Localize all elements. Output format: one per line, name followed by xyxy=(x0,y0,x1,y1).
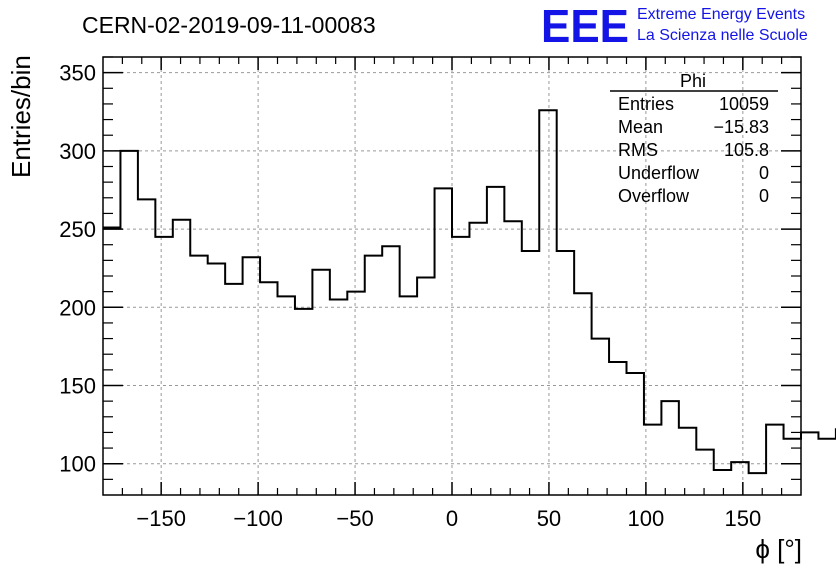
histogram-bin xyxy=(155,237,172,495)
histogram-bin xyxy=(330,299,347,495)
axes: −150 −100 −50 0 50 100 150 100 150 200 250 300 350 xyxy=(59,56,802,531)
histogram-bin xyxy=(435,188,452,495)
histogram-bin xyxy=(173,220,190,495)
stats-rows: Entries 10059 Mean −15.83 RMS 105.8 Underflow 0… xyxy=(618,94,769,206)
histogram-bin xyxy=(312,270,329,495)
y-tick-label: 200 xyxy=(59,295,96,320)
y-tick-label: 150 xyxy=(59,374,96,399)
y-axis-label: Entries/bin xyxy=(6,55,36,178)
histogram-bin xyxy=(487,187,504,495)
brand-line-1: Extreme Energy Events xyxy=(637,6,805,23)
histogram-bin xyxy=(208,263,225,495)
histogram-bin xyxy=(400,296,417,495)
stats-value: 0 xyxy=(759,186,769,206)
stats-label: Mean xyxy=(618,117,663,137)
histogram-bin xyxy=(120,151,137,495)
histogram-bin xyxy=(627,373,644,495)
x-tick-label: 100 xyxy=(628,506,665,531)
eee-logo-text: EEE xyxy=(541,0,629,52)
stats-label: Underflow xyxy=(618,163,700,183)
histogram-bin xyxy=(784,439,801,495)
histogram-bin xyxy=(557,251,574,495)
x-tick-label: 50 xyxy=(537,506,561,531)
histogram-bin xyxy=(661,401,678,495)
histogram-bin xyxy=(138,199,155,495)
histogram-bin xyxy=(190,256,207,495)
stats-value: 10059 xyxy=(719,94,769,114)
histogram-bin xyxy=(592,339,609,495)
histogram-bin xyxy=(609,362,626,495)
histogram-bin xyxy=(417,278,434,495)
histogram-bin xyxy=(574,293,591,495)
histogram-bin xyxy=(731,462,748,495)
histogram-bin xyxy=(504,221,521,495)
histogram-bin xyxy=(243,257,260,495)
stats-box: Phi Entries 10059 Mean −15.83 RMS 105.8 Underf… xyxy=(610,71,778,206)
stats-label: Overflow xyxy=(618,186,690,206)
brand-line-2: La Scienza nelle Scuole xyxy=(637,27,808,44)
histogram-outline xyxy=(103,109,836,475)
stats-value: 105.8 xyxy=(724,140,769,160)
histogram-bin xyxy=(452,237,469,495)
histogram-bin xyxy=(295,309,312,495)
x-tick-label: −100 xyxy=(233,506,283,531)
x-axis-label: ϕ [°] xyxy=(755,534,802,564)
histogram-bin xyxy=(539,110,556,495)
stats-value: −15.83 xyxy=(713,117,769,137)
histogram-series xyxy=(103,109,836,495)
chart-title: CERN-02-2019-09-11-00083 xyxy=(82,12,376,38)
histogram-bin xyxy=(278,296,295,495)
y-tick-label: 100 xyxy=(59,452,96,477)
grid-lines xyxy=(103,57,801,495)
histogram-bin xyxy=(818,439,835,495)
stats-label: Entries xyxy=(618,94,674,114)
histogram-bin xyxy=(103,228,120,495)
stats-label: RMS xyxy=(618,140,658,160)
stats-title: Phi xyxy=(680,71,706,91)
histogram-bin xyxy=(714,470,731,495)
histogram-bin xyxy=(382,246,399,495)
x-tick-label: −50 xyxy=(336,506,373,531)
histogram-bin xyxy=(522,251,539,495)
histogram-bin xyxy=(365,256,382,495)
histogram-bin xyxy=(347,292,364,495)
y-tick-label: 350 xyxy=(59,61,96,86)
eee-logo: EEE xyxy=(541,0,629,52)
histogram-bin xyxy=(749,473,766,495)
histogram-bin xyxy=(801,432,818,495)
histogram-bin xyxy=(260,282,277,495)
x-tick-label: 0 xyxy=(446,506,458,531)
histogram-bin xyxy=(696,450,713,495)
stats-value: 0 xyxy=(759,163,769,183)
x-tick-label: −150 xyxy=(136,506,186,531)
histogram-bin xyxy=(679,428,696,495)
histogram-bin xyxy=(766,425,783,495)
y-tick-label: 300 xyxy=(59,139,96,164)
x-tick-label: 150 xyxy=(724,506,761,531)
y-tick-label: 250 xyxy=(59,217,96,242)
histogram-bin xyxy=(469,223,486,495)
histogram-bin xyxy=(225,284,242,495)
